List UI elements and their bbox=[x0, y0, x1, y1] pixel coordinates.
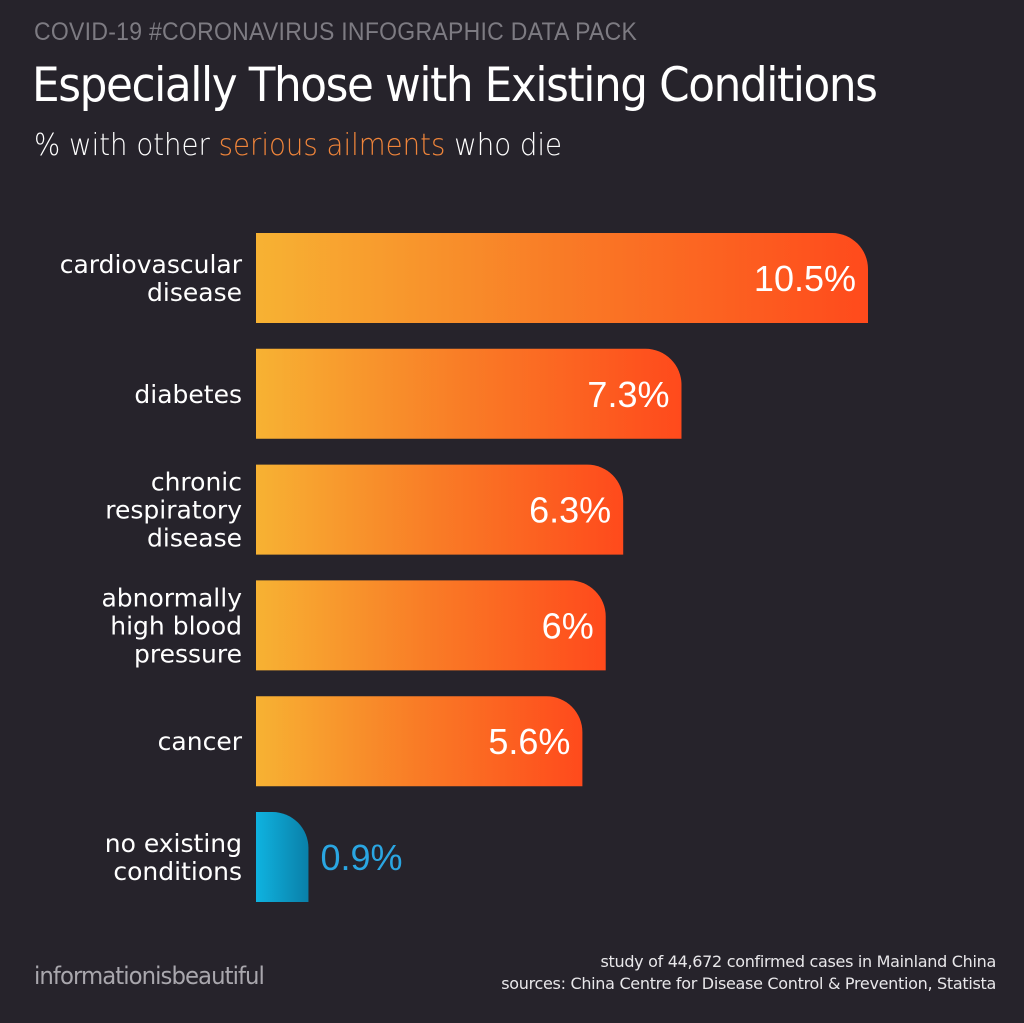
value-label: 7.3% bbox=[587, 374, 669, 415]
category-label-line: respiratory bbox=[105, 496, 242, 525]
study-note: study of 44,672 confirmed cases in Mainl… bbox=[600, 952, 996, 971]
category-label: cardiovascular disease bbox=[60, 250, 243, 307]
subtitle-part: % with other bbox=[34, 128, 219, 163]
bar-1 bbox=[256, 348, 682, 439]
chart-subtitle: % with other serious ailments who die bbox=[34, 128, 562, 163]
chart-title: Especially Those with Existing Condition… bbox=[32, 58, 878, 113]
category-label: diabetes bbox=[134, 380, 242, 409]
category-label-line: no existing bbox=[105, 829, 242, 858]
subtitle-part: who die bbox=[445, 128, 563, 163]
category-label-line: cancer bbox=[158, 727, 243, 756]
source-notes: study of 44,672 confirmed cases in Mainl… bbox=[501, 951, 996, 995]
bar-0 bbox=[256, 233, 868, 323]
category-label-line: high blood bbox=[110, 611, 242, 640]
bars-group: 10.5%cardiovascular disease7.3%diabetes6.… bbox=[60, 233, 868, 902]
category-label: abnormally high blood pressure bbox=[101, 583, 242, 668]
category-label-line: conditions bbox=[113, 857, 242, 886]
bar-3 bbox=[256, 580, 606, 671]
category-label-line: disease bbox=[147, 524, 242, 553]
value-label: 5.6% bbox=[488, 721, 570, 762]
value-label: 0.9% bbox=[320, 837, 402, 878]
kicker-text: COVID-19 #CORONAVIRUS INFOGRAPHIC DATA P… bbox=[34, 18, 638, 46]
category-label-line: pressure bbox=[134, 639, 242, 668]
bar-2 bbox=[256, 464, 624, 555]
category-label-line: abnormally bbox=[101, 583, 242, 612]
category-label: chronic respiratory disease bbox=[105, 468, 242, 553]
category-label-line: cardiovascular bbox=[60, 250, 243, 279]
category-label-line: chronic bbox=[151, 468, 242, 497]
bar-5 bbox=[256, 812, 309, 902]
value-label: 10.5% bbox=[754, 258, 856, 299]
category-label: no existing conditions bbox=[105, 829, 242, 886]
category-label-line: diabetes bbox=[134, 380, 242, 409]
category-label: cancer bbox=[158, 727, 243, 756]
value-label: 6.3% bbox=[529, 490, 611, 531]
bar-4 bbox=[256, 696, 583, 787]
brand-logo: informationisbeautiful bbox=[34, 962, 265, 990]
value-label: 6% bbox=[542, 605, 594, 646]
category-label-line: disease bbox=[147, 278, 242, 307]
sources-note: sources: China Centre for Disease Contro… bbox=[501, 974, 996, 993]
subtitle-accent: serious ailments bbox=[218, 128, 446, 163]
